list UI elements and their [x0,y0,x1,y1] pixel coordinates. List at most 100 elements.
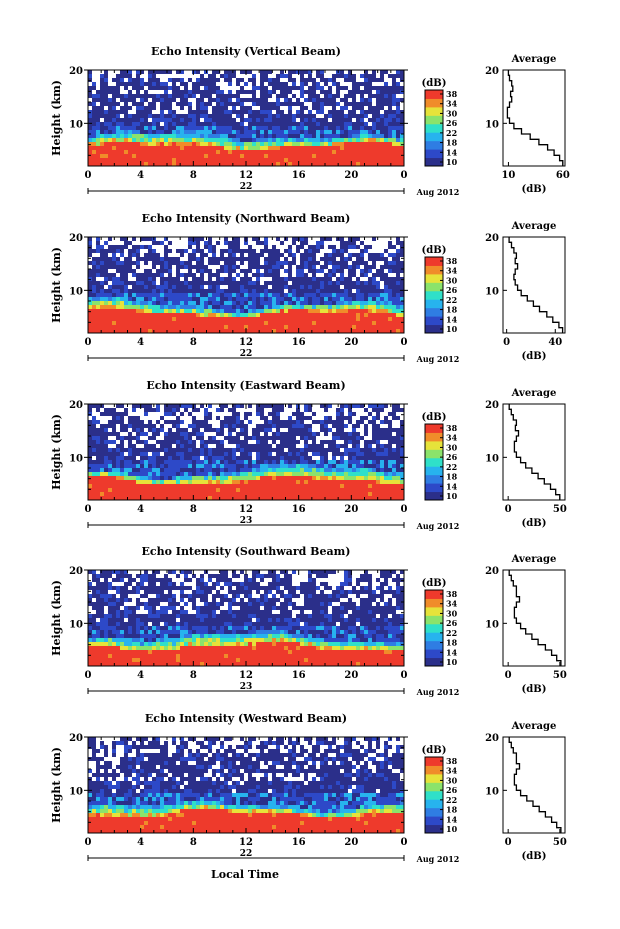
heatmap-cell [104,110,108,114]
heatmap-cell [356,329,360,333]
heatmap-cell [324,277,328,281]
heatmap-cell [360,289,364,293]
heatmap-cell [296,321,300,325]
heatmap-cell [208,94,212,98]
heatmap-cell [396,257,400,261]
heatmap-cell [208,456,212,460]
heatmap-cell [140,476,144,480]
heatmap-cell [392,313,396,317]
heatmap-cell [316,325,320,329]
heatmap-cell [100,138,104,142]
heatmap-cell [180,78,184,82]
heatmap-cell [112,94,116,98]
heatmap-cell [280,317,284,321]
heatmap-cell [340,142,344,146]
heatmap-cell [112,110,116,114]
heatmap-cell [316,488,320,492]
heatmap-cell [224,301,228,305]
heatmap-cell [284,420,288,424]
heatmap-cell [300,448,304,452]
heatmap-cell [132,86,136,90]
heatmap-cell [300,281,304,285]
heatmap-cell [200,285,204,289]
heatmap-cell [248,257,252,261]
heatmap-cell [100,158,104,162]
heatmap-cell [348,452,352,456]
heatmap-cell [228,488,232,492]
heatmap-cell [152,86,156,90]
heatmap-cell [240,484,244,488]
heatmap-cell [112,301,116,305]
heatmap-cell [312,420,316,424]
heatmap-cell [364,134,368,138]
heatmap-cell [212,440,216,444]
heatmap-cell [240,114,244,118]
heatmap-cell [372,404,376,408]
heatmap-cell [260,82,264,86]
panel-title: Echo Intensity (Vertical Beam) [151,45,341,58]
heatmap-cell [312,293,316,297]
heatmap-cell [260,305,264,309]
heatmap-cell [200,436,204,440]
heatmap-cell [148,444,152,448]
heatmap-cell [392,325,396,329]
heatmap-cell [340,261,344,265]
heatmap-cell [248,158,252,162]
heatmap-cell [396,297,400,301]
heatmap-cell [296,162,300,166]
heatmap-cell [260,317,264,321]
heatmap-cell [344,126,348,130]
heatmap-cell [128,444,132,448]
heatmap-cell [172,420,176,424]
heatmap-cell [264,289,268,293]
heatmap-cell [324,325,328,329]
heatmap-cell [288,464,292,468]
heatmap-cell [316,162,320,166]
heatmap-cell [280,74,284,78]
heatmap-cell [388,317,392,321]
heatmap-cell [176,305,180,309]
heatmap-cell [160,488,164,492]
heatmap-cell [140,78,144,82]
heatmap-cell [188,138,192,142]
heatmap-cell [380,265,384,269]
heatmap-cell [320,158,324,162]
heatmap-cell [304,162,308,166]
heatmap-cell [136,432,140,436]
heatmap-cell [156,114,160,118]
heatmap-cell [148,420,152,424]
heatmap-cell [120,492,124,496]
heatmap-cell [116,102,120,106]
heatmap-cell [212,98,216,102]
heatmap-cell [224,293,228,297]
heatmap-cell [300,70,304,74]
heatmap-cell [172,476,176,480]
heatmap-cell [240,138,244,142]
heatmap-cell [220,496,224,500]
heatmap-cell [252,305,256,309]
heatmap-cell [292,432,296,436]
heatmap-cell [380,321,384,325]
heatmap-cell [228,496,232,500]
heatmap-cell [276,420,280,424]
heatmap-cell [392,102,396,106]
heatmap-cell [160,297,164,301]
heatmap-cell [248,285,252,289]
heatmap-cell [228,162,232,166]
heatmap-cell [140,162,144,166]
heatmap-cell [164,257,168,261]
heatmap-cell [268,146,272,150]
heatmap-cell [316,281,320,285]
heatmap-cell [256,114,260,118]
heatmap-cell [360,90,364,94]
heatmap-cell [188,110,192,114]
heatmap-cell [212,78,216,82]
heatmap-cell [184,130,188,134]
heatmap-cell [204,321,208,325]
heatmap-cell [272,468,276,472]
heatmap-cell [284,317,288,321]
colorbar-tick-label: 18 [446,305,458,315]
heatmap-cell [236,102,240,106]
heatmap-cell [236,273,240,277]
